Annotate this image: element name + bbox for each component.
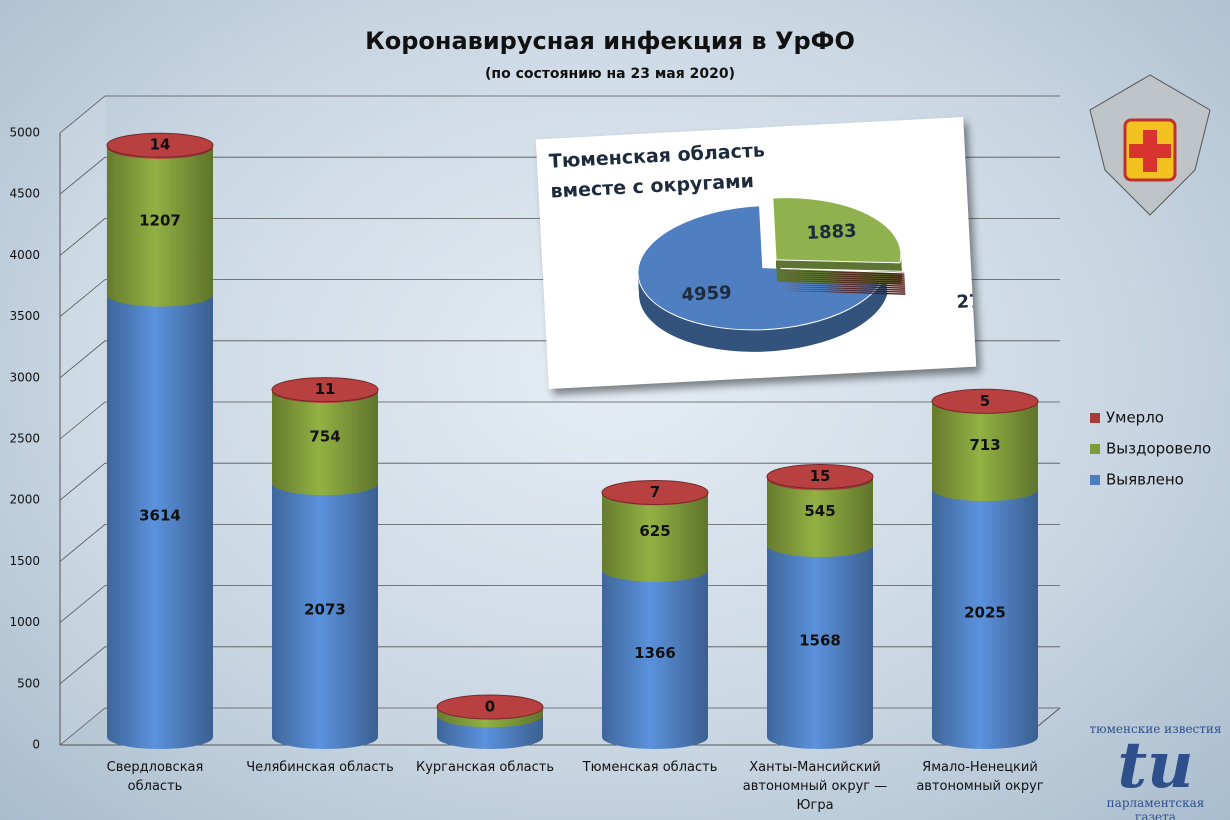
grid-line xyxy=(59,95,1060,134)
brand-top: тюменские известия xyxy=(1089,722,1222,736)
pie-side xyxy=(781,278,906,283)
bar-segment xyxy=(272,390,378,496)
x-tick-label: Курганская область xyxy=(415,760,555,775)
grid-line xyxy=(59,646,1060,685)
y-tick-label: 2000 xyxy=(9,493,40,507)
pie-side xyxy=(781,286,906,291)
pie-label: 4959 xyxy=(681,282,732,306)
value-label: 1568 xyxy=(799,632,841,650)
y-tick-label: 3000 xyxy=(9,370,40,384)
y-tick-label: 1500 xyxy=(9,554,40,568)
x-tick-label: Ямало-Ненецкий автономный округ xyxy=(916,760,1044,794)
value-label: 1207 xyxy=(139,211,181,229)
pie-side xyxy=(781,276,905,281)
bar-cap xyxy=(106,132,214,158)
value-label: 2073 xyxy=(304,601,346,619)
pie-side xyxy=(781,284,906,289)
bar-segment xyxy=(107,294,213,749)
value-label: 0 xyxy=(485,698,495,716)
bar-segment xyxy=(107,146,213,307)
value-label: 14 xyxy=(150,136,171,154)
value-label: 15 xyxy=(810,467,831,485)
bar-segment xyxy=(602,493,708,582)
legend-label: Выявлено xyxy=(1106,471,1184,489)
pie-label: 1883 xyxy=(806,220,857,244)
x-tick-label: Ханты-Мансийский автономный округ — Югра xyxy=(742,760,888,813)
bar-cap xyxy=(436,694,544,720)
value-label: 754 xyxy=(309,428,340,446)
inset-card: Тюменская область вместе с округами 4959… xyxy=(535,116,977,390)
y-tick-label: 500 xyxy=(17,676,40,690)
y-tick-label: 3500 xyxy=(9,309,40,323)
pie-side xyxy=(780,274,905,279)
bar-segment xyxy=(272,483,378,749)
bar-segment xyxy=(932,489,1038,749)
y-tick-label: 4000 xyxy=(9,248,40,262)
x-tick-label: Тюменская область xyxy=(582,760,718,775)
chart-title: Коронавирусная инфекция в УрФО xyxy=(365,27,855,55)
pie-side xyxy=(781,280,906,285)
brand-logo: tu xyxy=(1117,728,1194,803)
grid-line xyxy=(59,462,1060,501)
pie-side xyxy=(781,282,906,287)
value-label: 2025 xyxy=(964,604,1006,622)
legend-swatch xyxy=(1090,413,1100,423)
pie-side xyxy=(780,270,905,275)
grid-line xyxy=(59,585,1060,623)
grid-line xyxy=(59,707,1060,746)
value-label: 11 xyxy=(315,380,336,398)
y-tick-label: 0 xyxy=(32,738,40,752)
pie-slice xyxy=(780,267,906,274)
pie-side xyxy=(781,288,906,293)
value-label: 713 xyxy=(969,436,1000,454)
legend-label: Выздоровело xyxy=(1106,440,1211,458)
value-label: 625 xyxy=(639,522,670,540)
pie-side xyxy=(780,272,905,277)
grid-line xyxy=(59,401,1060,440)
bar-segment xyxy=(767,545,873,749)
y-tick-label: 5000 xyxy=(9,126,40,140)
x-tick-label: Свердловская область xyxy=(106,760,204,794)
value-label: 1366 xyxy=(634,644,676,662)
y-tick-label: 4500 xyxy=(9,187,40,201)
bar-cap xyxy=(601,479,709,505)
emblem xyxy=(1089,74,1211,216)
branding: тюменские известия tu парламентская газе… xyxy=(1088,722,1223,820)
pie-side xyxy=(781,290,906,295)
value-label: 5 xyxy=(980,392,990,410)
value-label: 7 xyxy=(650,483,660,501)
pie-chart: 4959 1883 27 xyxy=(637,197,976,352)
legend-label: Умерло xyxy=(1106,409,1164,427)
legend-swatch xyxy=(1090,444,1100,454)
bar-cap xyxy=(931,388,1039,414)
pie-label: 27 xyxy=(956,291,976,313)
x-tick-label: Челябинская область xyxy=(246,760,394,775)
value-label: 545 xyxy=(804,502,835,520)
value-label: 3614 xyxy=(139,506,181,524)
bar-cap xyxy=(766,464,874,490)
bar-cap xyxy=(271,377,379,403)
y-tick-label: 2500 xyxy=(9,432,40,446)
pie-slice xyxy=(637,205,887,331)
bar-segment xyxy=(602,569,708,749)
bar-segment xyxy=(932,401,1038,502)
legend-swatch xyxy=(1090,475,1100,485)
y-tick-label: 1000 xyxy=(9,615,40,629)
pie-slice xyxy=(772,197,902,264)
grid-line xyxy=(59,524,1060,562)
bar-segment xyxy=(767,478,873,558)
chart-subtitle: (по состоянию на 23 мая 2020) xyxy=(485,66,735,82)
brand-bottom: парламентская газета xyxy=(1106,796,1205,820)
